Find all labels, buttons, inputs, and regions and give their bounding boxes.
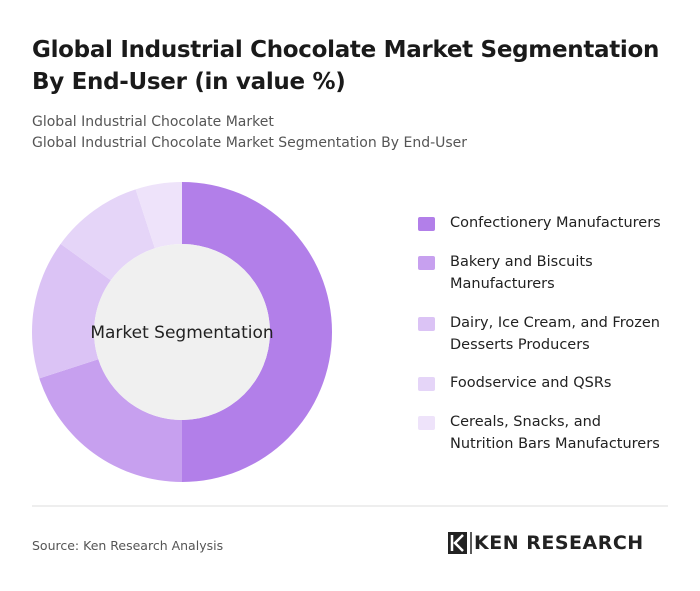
legend-swatch <box>418 416 435 430</box>
legend-label: Foodservice and QSRs <box>450 375 612 391</box>
donut-segment <box>182 182 332 482</box>
logo <box>448 532 472 554</box>
legend-label: Confectionery Manufacturers <box>450 215 661 231</box>
legend-label: Cereals, Snacks, and Nutrition Bars Manu… <box>450 414 660 452</box>
legend-label: Dairy, Ice Cream, and Frozen Desserts Pr… <box>450 315 660 353</box>
source: Source: Ken Research Analysis <box>32 538 224 553</box>
chart-title: Global Industrial Chocolate Market Segme… <box>32 37 660 95</box>
legend-item: Cereals, Snacks, and Nutrition Bars Manu… <box>418 411 668 455</box>
legend-item: Bakery and Biscuits Manufacturers <box>418 251 668 295</box>
legend-swatch <box>418 377 435 391</box>
donut-segment <box>135 182 182 249</box>
legend-item: Dairy, Ice Cream, and Frozen Desserts Pr… <box>418 312 668 356</box>
legend-swatch <box>418 256 435 270</box>
legend-item: Confectionery Manufacturers <box>418 212 668 234</box>
legend-swatch <box>418 217 435 231</box>
subtitle: Global Industrial Chocolate Market <box>32 114 274 130</box>
brand: KEN RESEARCH <box>474 532 644 554</box>
center-label: Market Segmentation <box>90 323 273 343</box>
donut-segment <box>32 243 111 379</box>
donut-hole <box>94 244 270 420</box>
legend-swatch <box>418 317 435 331</box>
donut-segment <box>39 359 182 482</box>
legend-item: Foodservice and QSRs <box>418 372 668 394</box>
legend-label: Bakery and Biscuits Manufacturers <box>450 254 593 292</box>
subtitle: Global Industrial Chocolate Market Segme… <box>32 135 468 151</box>
donut-segment <box>60 189 155 281</box>
